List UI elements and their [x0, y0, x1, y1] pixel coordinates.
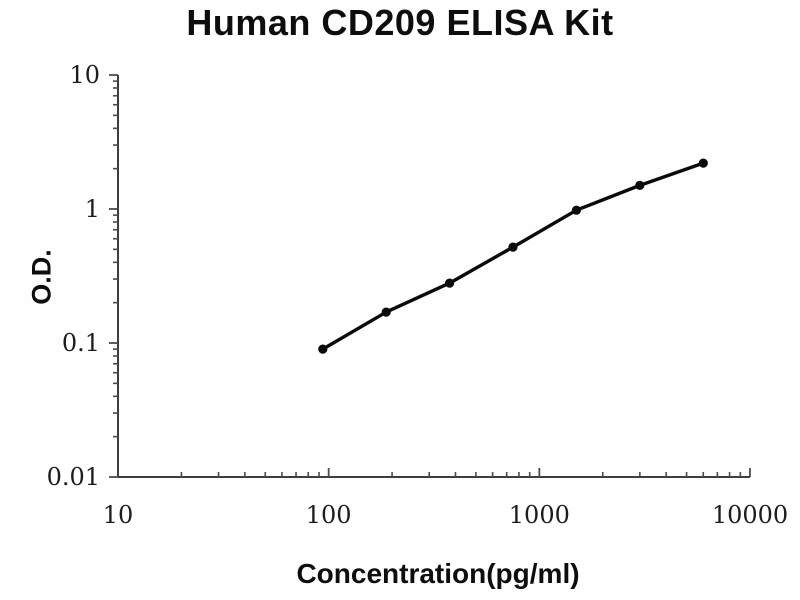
x-tick-label: 10	[103, 501, 134, 529]
chart-title: Human CD209 ELISA Kit	[186, 2, 614, 43]
x-tick-label: 1000	[509, 501, 570, 529]
y-tick-label: 0.1	[62, 329, 100, 357]
x-tick-label: 100	[306, 501, 352, 529]
data-point-marker	[381, 307, 391, 317]
data-point-marker	[318, 344, 328, 354]
data-point-marker	[571, 205, 582, 215]
data-point-marker	[445, 278, 455, 288]
standard-curve-line	[321, 161, 705, 351]
y-tick-label: 10	[69, 61, 100, 89]
x-tick-label: 10000	[712, 501, 788, 529]
x-axis-title: Concentration(pg/ml)	[296, 558, 580, 589]
data-point-marker	[698, 158, 708, 168]
y-tick-label: 1	[85, 195, 100, 223]
data-point-marker	[635, 180, 645, 190]
y-tick-label: 0.01	[47, 463, 100, 491]
data-point-marker	[508, 242, 518, 252]
